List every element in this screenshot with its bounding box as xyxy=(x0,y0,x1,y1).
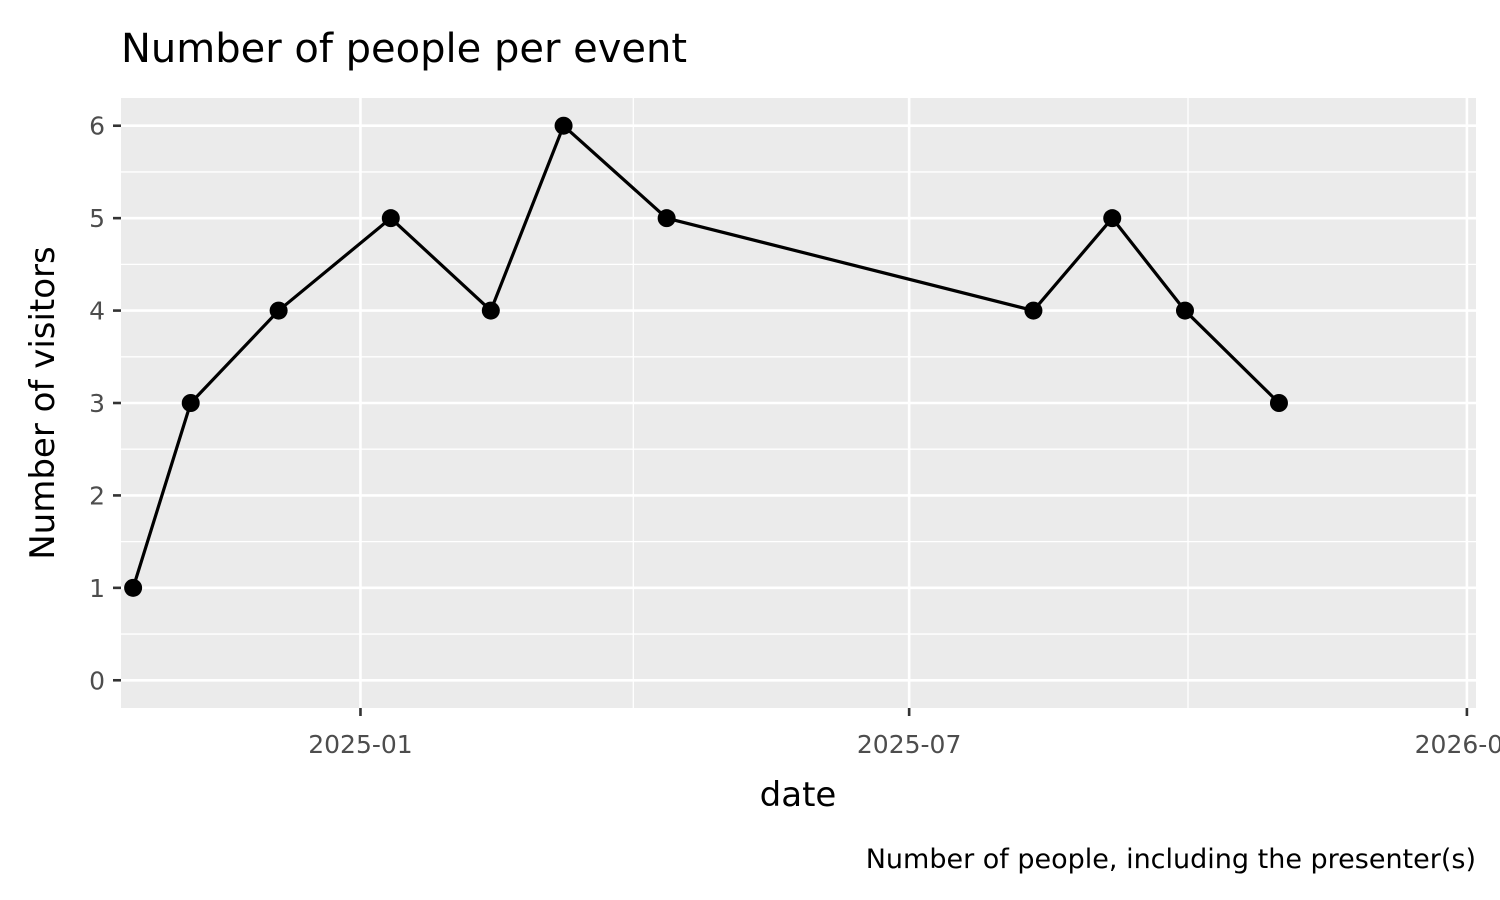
y-axis-title: Number of visitors xyxy=(23,246,63,560)
data-point xyxy=(1175,301,1194,320)
y-tick-label: 5 xyxy=(89,204,105,233)
data-point xyxy=(124,578,143,597)
y-tick-label: 3 xyxy=(89,389,105,418)
y-tick-label: 0 xyxy=(89,666,105,695)
y-axis: 0 1 2 3 4 5 6 xyxy=(89,112,121,695)
data-point xyxy=(1024,301,1043,320)
data-point xyxy=(554,116,573,135)
data-point xyxy=(269,301,288,320)
y-tick-label: 2 xyxy=(89,481,105,510)
y-tick-label: 6 xyxy=(89,112,105,141)
chart-title: Number of people per event xyxy=(121,26,687,72)
data-point xyxy=(481,301,500,320)
data-point xyxy=(181,394,200,412)
x-tick-label: 2025-07 xyxy=(857,730,961,759)
data-series xyxy=(124,116,1288,597)
x-axis-title: date xyxy=(760,775,837,815)
data-point xyxy=(657,209,676,228)
y-tick-label: 1 xyxy=(89,574,105,603)
plot-panel xyxy=(121,98,1476,708)
data-point xyxy=(1269,394,1288,412)
data-point xyxy=(381,209,400,228)
x-tick-label: 2026-01 xyxy=(1415,730,1500,759)
x-tick-label: 2025-01 xyxy=(308,730,412,759)
y-tick-label: 4 xyxy=(89,297,105,326)
chart-caption: Number of people, including the presente… xyxy=(866,844,1476,875)
data-point xyxy=(1103,209,1122,228)
x-axis: 2025-01 2025-07 2026-01 xyxy=(308,708,1500,759)
